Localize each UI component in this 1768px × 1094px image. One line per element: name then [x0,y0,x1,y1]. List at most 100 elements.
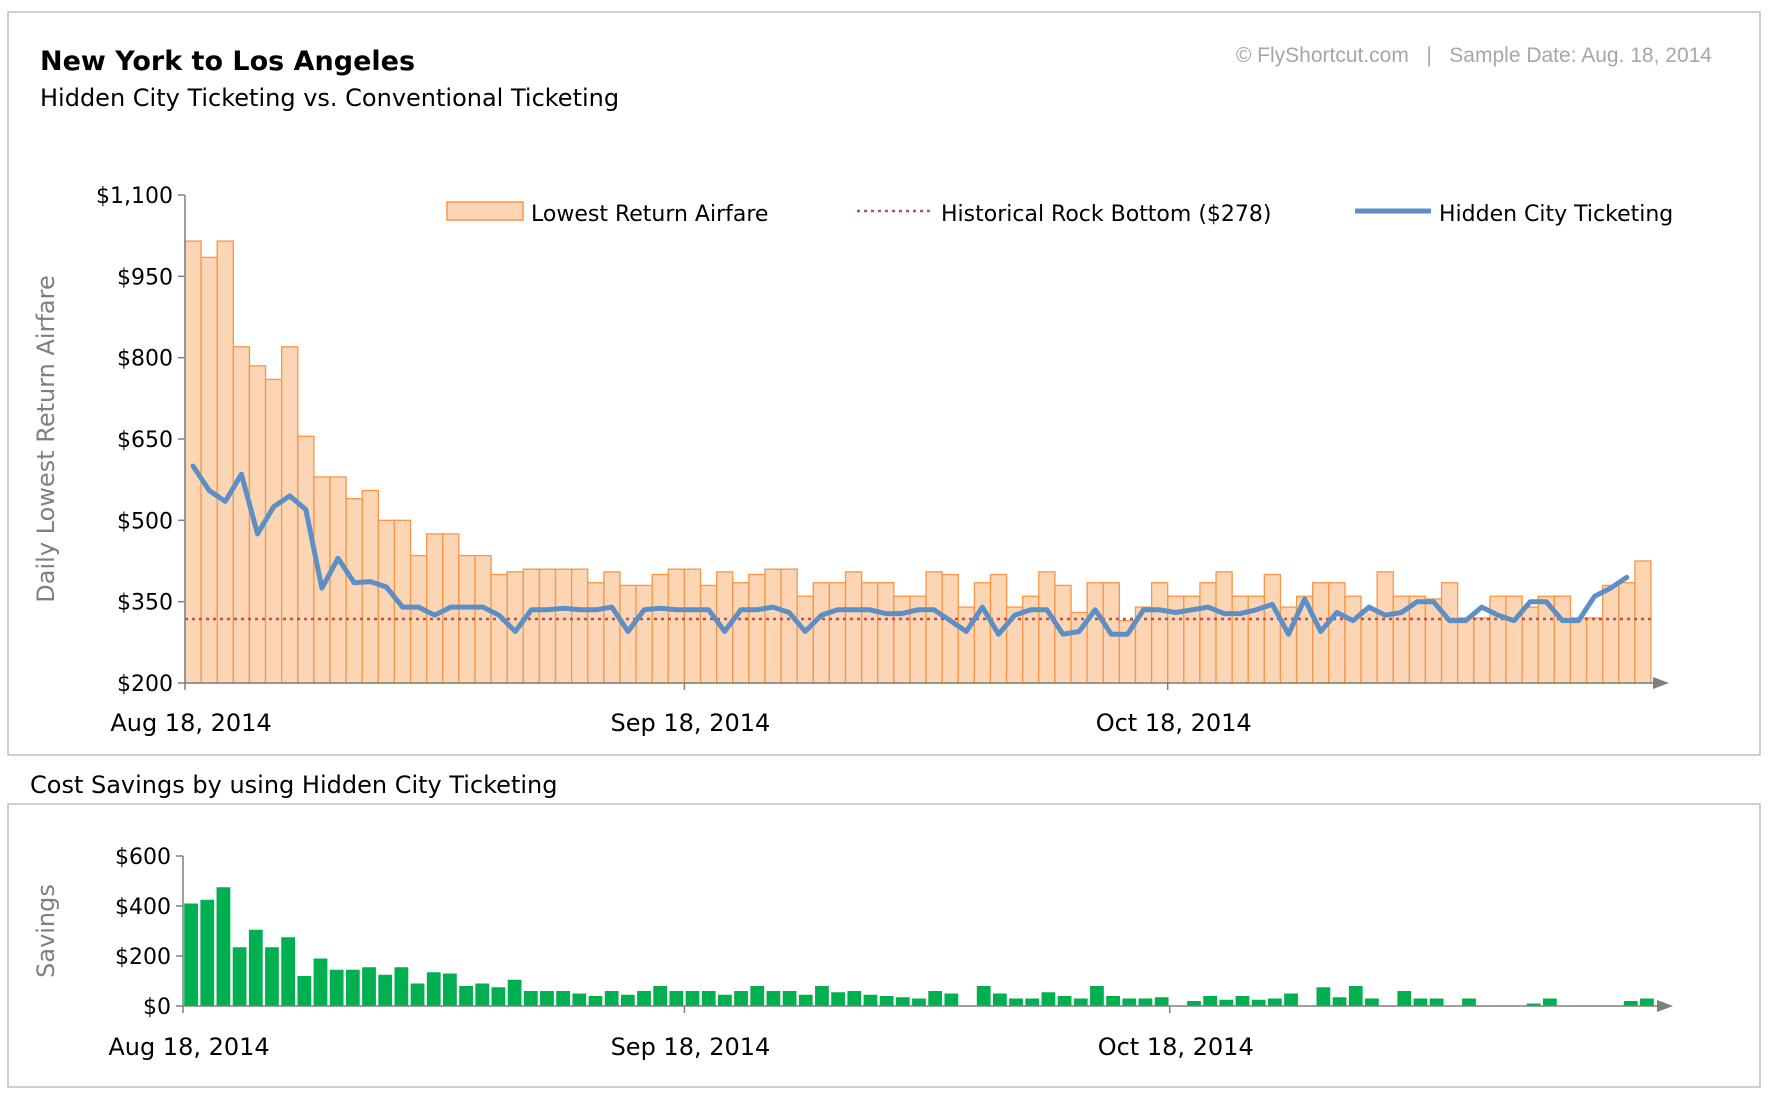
savings-bar [378,974,393,1006]
legend-label-hidden-city: Hidden City Ticketing [1439,202,1673,227]
savings-bar [426,972,441,1006]
savings-bar [798,994,813,1006]
savings-bar [281,937,296,1006]
y-tick-label: $500 [117,509,173,534]
savings-bar [1057,996,1072,1006]
savings-bar [1640,998,1654,1006]
savings-bar [1025,998,1040,1006]
savings-bar [1429,998,1444,1006]
airfare-bar [619,584,637,684]
savings-bar [895,997,910,1006]
airfare-bar [667,568,686,684]
savings-bar [847,991,862,1006]
savings-bar [248,929,263,1006]
savings-bar [540,991,554,1006]
savings-bar [976,986,991,1006]
savings-bar [265,947,279,1006]
savings-bar [669,991,684,1006]
savings-bar [1462,998,1476,1006]
y-axis-label: Savings [32,884,60,978]
savings-bar [685,991,700,1006]
x-tick-label: Oct 18, 2014 [1096,709,1252,737]
airfare-bar [1473,617,1491,684]
savings-bar [928,991,943,1006]
airfare-bar [812,582,831,684]
savings-chart-title: Cost Savings by using Hidden City Ticket… [30,771,557,799]
y-axis-label: Daily Lowest Return Airfare [32,275,60,602]
airfare-bar [699,584,718,684]
y-tick-label: $650 [117,428,173,453]
airfare-bar [1038,571,1056,684]
legend-label-rock-bottom: Historical Rock Bottom ($278) [941,202,1271,227]
y-tick-label: $0 [143,995,171,1020]
airfare-bar [570,568,589,684]
airfare-bar [651,573,669,684]
airfare-bar [587,582,605,684]
savings-bar [879,996,894,1006]
savings-bar [1187,1001,1201,1006]
airfare-bar [1086,582,1104,684]
savings-bar [992,993,1007,1006]
y-tick-label: $200 [117,672,173,697]
savings-bar [1041,992,1056,1006]
airfare-bar [973,582,992,684]
airfare-bar [1360,609,1378,684]
savings-bar [1623,1001,1638,1006]
savings-bar [653,986,668,1006]
airfare-bar [925,571,943,684]
y-tick-label: $800 [117,347,173,372]
savings-bar [1106,996,1120,1006]
airfare-bar [893,595,911,684]
y-tick-label: $350 [117,591,173,616]
savings-bar [782,991,797,1006]
legend: Lowest Return Airfare Historical Rock Bo… [446,201,1673,227]
airfare-bar [1150,582,1169,684]
savings-bar [491,987,506,1006]
savings-bar [1138,998,1153,1006]
x-axis-arrow [1653,677,1669,689]
savings-bar [1526,1003,1541,1006]
savings-bar [1235,996,1250,1006]
savings-bar [410,983,425,1006]
airfare-bar [1344,595,1362,684]
savings-chart-frame [7,803,1761,1088]
savings-bar [604,991,619,1006]
airfare-bar [1457,617,1475,684]
airfare-bar [780,568,798,684]
airfare-bar [232,346,251,684]
savings-bar [345,969,360,1006]
airfare-bar [683,568,702,684]
airfare-bar [1440,582,1459,684]
savings-bar [1542,998,1557,1006]
savings-bar [1251,999,1266,1006]
airfare-bar [877,582,895,684]
airfare-bar [1199,582,1217,684]
savings-bar [556,991,571,1006]
y-tick-label: $400 [115,895,171,920]
savings-bar [620,994,635,1006]
savings-bar [1219,999,1234,1006]
savings-bar [313,958,328,1006]
savings-bar [588,996,603,1006]
airfare-bar [1602,584,1620,684]
airfare-bar [522,568,541,684]
savings-bar [362,967,376,1006]
airfare-bar [748,573,766,684]
airfare-bar [1569,617,1588,684]
y-tick-label: $950 [117,265,173,290]
airfare-bar [184,240,202,684]
airfare-bar [1231,595,1249,684]
savings-bar [232,947,247,1006]
airfare-bar [377,519,396,684]
airfare-bar [490,573,508,684]
airfare-bar [764,568,782,684]
savings-bar [572,993,587,1006]
savings-bar [1154,997,1169,1006]
savings-bar [200,899,215,1006]
airfare-bar [1634,560,1652,684]
airfare-bar [264,378,283,684]
legend-label-airfare: Lowest Return Airfare [531,202,768,227]
savings-bar [1009,998,1023,1006]
airfare-bar [1263,573,1282,684]
